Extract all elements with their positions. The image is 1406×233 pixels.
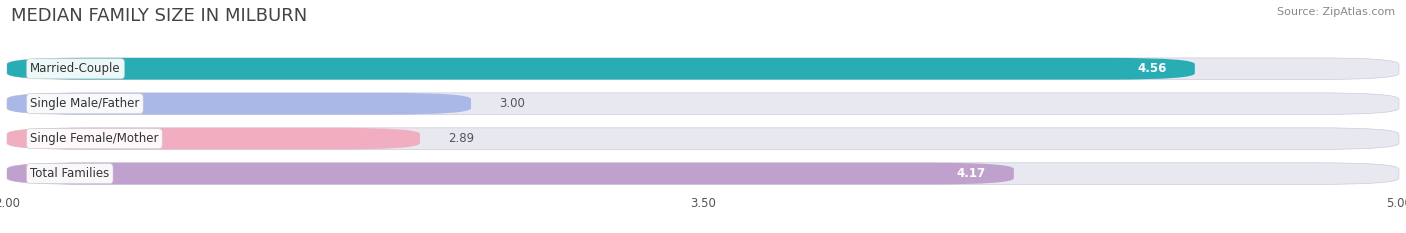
FancyBboxPatch shape <box>7 93 471 115</box>
FancyBboxPatch shape <box>7 128 1399 150</box>
Text: Married-Couple: Married-Couple <box>30 62 121 75</box>
Text: 3.00: 3.00 <box>499 97 524 110</box>
FancyBboxPatch shape <box>7 128 420 150</box>
FancyBboxPatch shape <box>7 58 1195 80</box>
FancyBboxPatch shape <box>7 163 1014 185</box>
Text: MEDIAN FAMILY SIZE IN MILBURN: MEDIAN FAMILY SIZE IN MILBURN <box>11 7 308 25</box>
Text: 2.89: 2.89 <box>449 132 474 145</box>
Text: 4.17: 4.17 <box>957 167 986 180</box>
FancyBboxPatch shape <box>7 163 1399 185</box>
Text: Single Female/Mother: Single Female/Mother <box>30 132 159 145</box>
Text: Single Male/Father: Single Male/Father <box>30 97 139 110</box>
Text: Source: ZipAtlas.com: Source: ZipAtlas.com <box>1277 7 1395 17</box>
FancyBboxPatch shape <box>7 58 1399 80</box>
Text: Total Families: Total Families <box>30 167 110 180</box>
Text: 4.56: 4.56 <box>1137 62 1167 75</box>
FancyBboxPatch shape <box>7 93 1399 115</box>
